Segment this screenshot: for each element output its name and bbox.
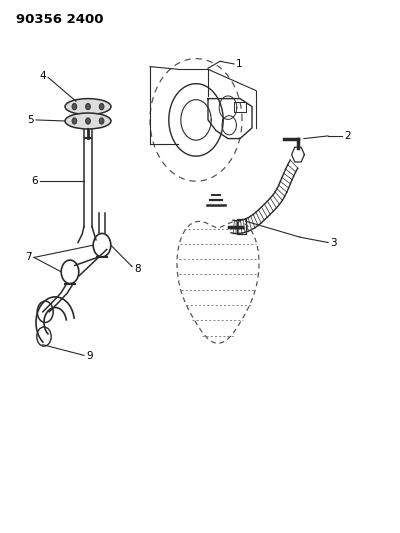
Text: 9: 9 [86,351,93,361]
Circle shape [72,103,77,110]
Text: 8: 8 [134,264,141,274]
Text: 7: 7 [25,253,32,262]
Bar [237,219,246,234]
Circle shape [99,118,104,124]
Text: 3: 3 [330,238,337,247]
Text: 2: 2 [344,131,351,141]
Circle shape [86,103,90,110]
Circle shape [86,118,90,124]
Circle shape [99,103,104,110]
Circle shape [72,118,77,124]
Ellipse shape [65,99,111,115]
Text: 1: 1 [236,59,243,69]
Text: 90356 2400: 90356 2400 [16,13,104,26]
Text: 6: 6 [31,176,38,186]
Text: 4: 4 [39,71,46,80]
Ellipse shape [65,113,111,129]
Text: 5: 5 [27,115,34,125]
